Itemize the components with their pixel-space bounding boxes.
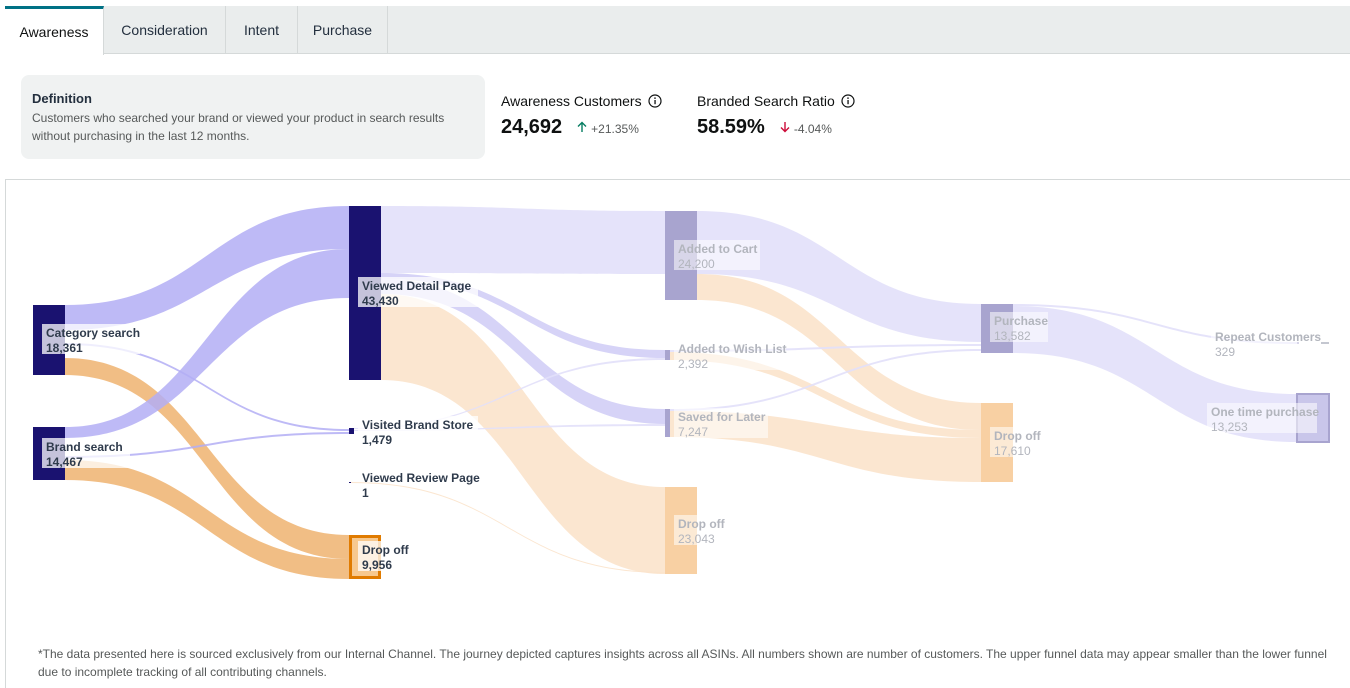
tab-purchase[interactable]: Purchase [298, 6, 388, 54]
metric-change-value: +21.35% [591, 121, 639, 136]
metric-change: +21.35% [576, 121, 639, 136]
label-bg-cat [42, 324, 140, 354]
link-brand-vbs [65, 432, 349, 458]
link-brand-vdp [65, 249, 349, 438]
label-bg-awl [674, 340, 786, 370]
label-pur: Purchase [994, 314, 1048, 328]
label-vrp: Viewed Review Page [362, 471, 480, 485]
label-cat: Category search [46, 326, 140, 340]
value-brand: 14,467 [46, 455, 83, 469]
value-sfl: 7,247 [678, 425, 708, 439]
tab-consideration[interactable]: Consideration [104, 6, 226, 54]
value-vdp: 43,430 [362, 294, 399, 308]
label-awl: Added to Wish List [678, 342, 787, 356]
arrow-up-icon [576, 121, 588, 136]
label-brand: Brand search [46, 440, 123, 454]
link-brand-drop1 [65, 460, 349, 579]
sankey-chart: Category search 18,361 Brand search 14,467 V… [5, 180, 1350, 688]
value-drop2: 23,043 [678, 532, 715, 546]
label-bg-drop3 [990, 427, 1040, 457]
definition-title: Definition [32, 91, 92, 106]
link-vrp-drop2 [351, 482, 665, 573]
link-awl-drop3 [670, 352, 981, 438]
metric-value: 24,692 [501, 116, 563, 138]
link-atc-pur [697, 211, 981, 342]
label-drop2: Drop off [678, 517, 726, 531]
value-cat: 18,361 [46, 341, 83, 355]
node-sfl [665, 409, 670, 437]
value-drop3: 17,610 [994, 444, 1031, 458]
link-vdp-atc [381, 206, 665, 274]
node-awl [665, 350, 670, 360]
label-bg-sfl [674, 408, 768, 438]
link-cat-vbs [65, 343, 349, 431]
link-vbs-awl [354, 358, 665, 429]
link-pur-rep [1013, 304, 1297, 344]
value-vbs: 1,479 [362, 433, 392, 447]
tab-bar: Awareness Consideration Intent Purchase [5, 6, 1350, 55]
node-vrp [349, 482, 351, 483]
label-bg-once [1207, 403, 1317, 433]
footnote: *The data presented here is sourced excl… [38, 647, 1327, 679]
metric-change-value: -4.04% [793, 121, 832, 136]
label-vbs: Visited Brand Store [362, 418, 473, 432]
arrow-down-icon [779, 121, 791, 136]
link-vdp-sfl [381, 279, 665, 424]
link-cat-drop1 [65, 358, 349, 559]
link-vdp-drop2 [381, 294, 665, 574]
metric-label: Awareness Customers [501, 93, 642, 109]
tab-awareness[interactable]: Awareness [5, 6, 104, 55]
link-vdp-awl [381, 273, 665, 358]
link-cat-vdp [65, 206, 349, 330]
label-bg-pur [990, 312, 1048, 342]
metric-label: Branded Search Ratio [697, 93, 835, 109]
node-vbs [349, 428, 354, 434]
label-atc: Added to Cart [678, 242, 757, 256]
label-rep: Repeat Customers [1215, 330, 1321, 344]
tab-intent[interactable]: Intent [226, 6, 298, 54]
info-icon[interactable] [841, 94, 855, 108]
value-drop1: 9,956 [362, 558, 392, 572]
link-sfl-pur [670, 349, 981, 411]
label-bg-vdp [358, 277, 478, 307]
metric-change: -4.04% [779, 121, 832, 136]
label-bg-drop2 [674, 515, 724, 545]
link-vbs-sfl [354, 424, 665, 431]
value-rep: 329 [1215, 345, 1235, 359]
label-drop1: Drop off [362, 543, 410, 557]
label-bg-vbs [358, 416, 478, 446]
definition-text: Customers who searched your brand or vie… [32, 111, 445, 143]
value-once: 13,253 [1211, 420, 1248, 434]
link-atc-drop3 [697, 274, 981, 430]
value-vrp: 1 [362, 486, 369, 500]
label-bg-drop1 [358, 541, 413, 571]
metric-branded-search-ratio: Branded Search Ratio 58.59% -4.04% [697, 92, 855, 139]
metric-value: 58.59% [697, 116, 765, 138]
metric-awareness-customers: Awareness Customers 24,692 +21.35% [501, 92, 662, 139]
label-drop3: Drop off [994, 429, 1042, 443]
label-bg-rep [1211, 328, 1323, 358]
value-awl: 2,392 [678, 357, 708, 371]
info-icon[interactable] [647, 94, 662, 108]
value-atc: 24,200 [678, 257, 715, 271]
label-sfl: Saved for Later [678, 410, 766, 424]
label-vdp: Viewed Detail Page [362, 279, 471, 293]
label-once: One time purchase [1211, 405, 1319, 419]
definition-box: Definition Customers who searched your b… [21, 75, 485, 159]
value-pur: 13,582 [994, 329, 1031, 343]
label-bg-brand [42, 438, 130, 468]
label-bg-atc [674, 240, 760, 270]
